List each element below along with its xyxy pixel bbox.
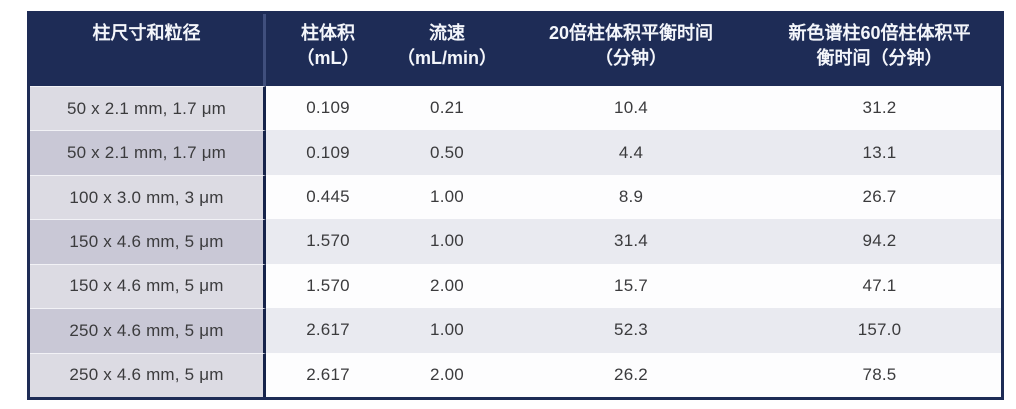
table-row: 150 x 4.6 mm, 5 μm 1.570 1.00 31.4 94.2 — [30, 219, 1001, 264]
cell-equil-60x: 26.7 — [758, 174, 1001, 220]
header-column-volume: 柱体积 （mL） — [296, 23, 360, 68]
cell-equil-20x: 8.9 — [504, 174, 758, 220]
table-row: 150 x 4.6 mm, 5 μm 1.570 2.00 15.7 47.1 — [30, 263, 1001, 309]
cell-equil-60x: 47.1 — [758, 263, 1001, 309]
cell-equil-20x: 31.4 — [504, 219, 758, 264]
table-row: 50 x 2.1 mm, 1.7 μm 0.109 0.21 10.4 31.2 — [30, 86, 1001, 131]
cell-volume: 2.617 — [266, 352, 390, 397]
cell-size: 250 x 4.6 mm, 5 μm — [30, 352, 266, 397]
cell-equil-20x: 52.3 — [504, 308, 758, 353]
header-column-size: 柱尺寸和粒径 — [30, 14, 266, 86]
table-row: 250 x 4.6 mm, 5 μm 2.617 1.00 52.3 157.0 — [30, 308, 1001, 353]
header-equil-time-60x: 新色谱柱60倍柱体积平 衡时间（分钟） — [788, 23, 971, 68]
cell-flow: 2.00 — [390, 263, 504, 309]
header-flow-rate: 流速 （mL/min） — [396, 23, 497, 68]
cell-volume: 2.617 — [266, 308, 390, 353]
cell-flow: 2.00 — [390, 352, 504, 397]
cell-equil-20x: 10.4 — [504, 86, 758, 131]
cell-volume: 0.109 — [266, 130, 390, 175]
cell-equil-20x: 26.2 — [504, 352, 758, 397]
cell-equil-60x: 157.0 — [758, 308, 1001, 353]
cell-flow: 1.00 — [390, 219, 504, 264]
cell-equil-60x: 31.2 — [758, 86, 1001, 131]
cell-flow: 0.21 — [390, 86, 504, 131]
table-row: 100 x 3.0 mm, 3 μm 0.445 1.00 8.9 26.7 — [30, 174, 1001, 220]
cell-equil-60x: 78.5 — [758, 352, 1001, 397]
equilibration-table: 柱尺寸和粒径 柱体积 （mL） 流速 （mL/min） 20倍柱体积平衡时间 （… — [27, 11, 1004, 400]
cell-flow: 0.50 — [390, 130, 504, 175]
cell-equil-20x: 15.7 — [504, 263, 758, 309]
cell-size: 150 x 4.6 mm, 5 μm — [30, 219, 266, 264]
cell-size: 100 x 3.0 mm, 3 μm — [30, 174, 266, 220]
table-row: 50 x 2.1 mm, 1.7 μm 0.109 0.50 4.4 13.1 — [30, 130, 1001, 175]
cell-size: 250 x 4.6 mm, 5 μm — [30, 308, 266, 353]
cell-equil-60x: 13.1 — [758, 130, 1001, 175]
cell-volume: 0.445 — [266, 174, 390, 220]
cell-equil-20x: 4.4 — [504, 130, 758, 175]
cell-volume: 1.570 — [266, 263, 390, 309]
cell-size: 50 x 2.1 mm, 1.7 μm — [30, 86, 266, 131]
table-header-row: 柱尺寸和粒径 柱体积 （mL） 流速 （mL/min） 20倍柱体积平衡时间 （… — [30, 14, 1001, 86]
table-row: 250 x 4.6 mm, 5 μm 2.617 2.00 26.2 78.5 — [30, 352, 1001, 397]
cell-volume: 1.570 — [266, 219, 390, 264]
cell-flow: 1.00 — [390, 308, 504, 353]
header-equil-time-20x: 20倍柱体积平衡时间 （分钟） — [548, 23, 714, 68]
cell-flow: 1.00 — [390, 174, 504, 220]
cell-size: 50 x 2.1 mm, 1.7 μm — [30, 130, 266, 175]
cell-equil-60x: 94.2 — [758, 219, 1001, 264]
cell-volume: 0.109 — [266, 86, 390, 131]
cell-size: 150 x 4.6 mm, 5 μm — [30, 263, 266, 309]
